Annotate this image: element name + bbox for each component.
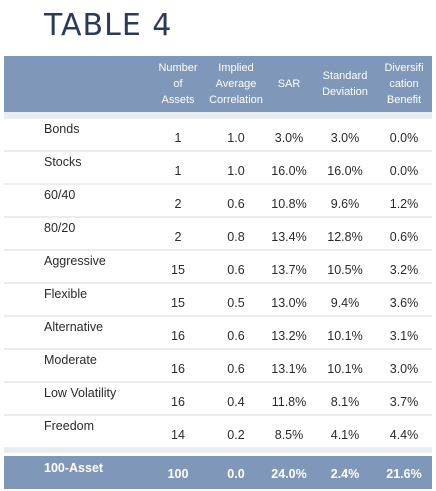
table-row: Freedom 14 0.2 8.5% 4.1% 4.4% <box>4 416 432 447</box>
cell-correlation: 0.6 <box>227 197 245 211</box>
cell-standard-deviation: 2.4% <box>330 467 360 481</box>
row-name: Bonds <box>44 122 80 136</box>
row-name: 60/40 <box>44 188 76 202</box>
cell-diversification-benefit: 0.0% <box>389 131 419 145</box>
header-implied-average-correlation: Implied Average Correlation <box>209 62 263 106</box>
row-name: Freedom <box>44 419 95 433</box>
cell-diversification-benefit: 4.4% <box>389 428 419 442</box>
cell-standard-deviation: 10.1% <box>327 362 363 376</box>
cell-diversification-benefit: 3.0% <box>389 362 419 376</box>
cell-sar: 24.0% <box>271 467 307 481</box>
data-table: Number of Assets Implied Average Correla… <box>4 56 432 489</box>
row-name: Alternative <box>44 320 104 334</box>
table-row: Flexible 15 0.5 13.0% 9.4% 3.6% <box>4 284 432 315</box>
cell-sar: 13.0% <box>271 296 307 310</box>
table-footer-row: 100-Asset 100 0.0 24.0% 2.4% 21.6% <box>4 456 432 489</box>
cell-correlation: 0.4 <box>227 395 245 409</box>
cell-sar: 13.2% <box>271 329 307 343</box>
cell-correlation: 1.0 <box>227 164 245 178</box>
cell-standard-deviation: 3.0% <box>330 131 360 145</box>
cell-sar: 13.7% <box>271 263 307 277</box>
cell-standard-deviation: 12.8% <box>327 230 363 244</box>
cell-assets: 100 <box>167 467 189 481</box>
cell-sar: 16.0% <box>271 164 307 178</box>
header-standard-deviation: Standard Deviation <box>322 70 368 98</box>
cell-correlation: 0.6 <box>227 263 245 277</box>
cell-sar: 10.8% <box>271 197 307 211</box>
cell-standard-deviation: 4.1% <box>330 428 360 442</box>
cell-sar: 3.0% <box>274 131 304 145</box>
row-name: Aggressive <box>44 254 106 268</box>
table-body: Bonds 1 1.0 3.0% 3.0% 0.0% Stocks 1 1.0 16.0% 16.0… <box>4 112 432 453</box>
table-row: Stocks 1 1.0 16.0% 16.0% 0.0% <box>4 152 432 183</box>
cell-standard-deviation: 16.0% <box>327 164 363 178</box>
header-number-of-assets: Number of Assets <box>158 62 198 106</box>
cell-diversification-benefit: 1.2% <box>389 197 419 211</box>
table-row: Bonds 1 1.0 3.0% 3.0% 0.0% <box>4 119 432 150</box>
cell-diversification-benefit: 21.6% <box>386 467 422 481</box>
cell-assets: 1 <box>174 164 182 178</box>
cell-standard-deviation: 10.1% <box>327 329 363 343</box>
cell-assets: 16 <box>171 329 185 343</box>
cell-sar: 13.1% <box>271 362 307 376</box>
cell-standard-deviation: 8.1% <box>330 395 360 409</box>
table-row: Aggressive 15 0.6 13.7% 10.5% 3.2% <box>4 251 432 282</box>
cell-correlation: 0.8 <box>227 230 245 244</box>
cell-correlation: 0.5 <box>227 296 245 310</box>
table-row: Low Volatility 16 0.4 11.8% 8.1% 3.7% <box>4 383 432 414</box>
row-name: Stocks <box>44 155 82 169</box>
table-row: 60/40 2 0.6 10.8% 9.6% 1.2% <box>4 185 432 216</box>
cell-diversification-benefit: 3.7% <box>389 395 419 409</box>
cell-standard-deviation: 9.6% <box>330 197 360 211</box>
table-row: 80/20 2 0.8 13.4% 12.8% 0.6% <box>4 218 432 249</box>
cell-correlation: 0.6 <box>227 329 245 343</box>
table-row: Moderate 16 0.6 13.1% 10.1% 3.0% <box>4 350 432 381</box>
row-name: Flexible <box>44 287 88 301</box>
table-header: Number of Assets Implied Average Correla… <box>4 56 432 112</box>
cell-assets: 14 <box>171 428 185 442</box>
header-diversification-benefit: Diversifi cation Benefit <box>384 62 424 106</box>
cell-sar: 8.5% <box>274 428 304 442</box>
row-name: 100-Asset <box>44 461 104 475</box>
cell-assets: 2 <box>174 197 182 211</box>
cell-diversification-benefit: 0.6% <box>389 230 419 244</box>
table-row: Alternative 16 0.6 13.2% 10.1% 3.1% <box>4 317 432 348</box>
header-sar: SAR <box>277 78 301 90</box>
cell-assets: 16 <box>171 395 185 409</box>
cell-diversification-benefit: 3.6% <box>389 296 419 310</box>
cell-sar: 11.8% <box>271 395 307 409</box>
cell-sar: 13.4% <box>271 230 307 244</box>
cell-assets: 15 <box>171 296 185 310</box>
table-title: TABLE 4 <box>44 8 173 43</box>
cell-diversification-benefit: 3.1% <box>389 329 419 343</box>
cell-diversification-benefit: 3.2% <box>389 263 419 277</box>
row-name: 80/20 <box>44 221 76 235</box>
cell-assets: 1 <box>174 131 182 145</box>
cell-diversification-benefit: 0.0% <box>389 164 419 178</box>
cell-assets: 16 <box>171 362 185 376</box>
cell-assets: 15 <box>171 263 185 277</box>
row-name: Moderate <box>44 353 97 367</box>
cell-assets: 2 <box>174 230 182 244</box>
row-name: Low Volatility <box>44 386 117 400</box>
cell-correlation: 0.0 <box>227 467 245 481</box>
cell-correlation: 0.2 <box>227 428 245 442</box>
cell-correlation: 0.6 <box>227 362 245 376</box>
cell-standard-deviation: 10.5% <box>327 263 363 277</box>
cell-standard-deviation: 9.4% <box>330 296 360 310</box>
cell-correlation: 1.0 <box>227 131 245 145</box>
